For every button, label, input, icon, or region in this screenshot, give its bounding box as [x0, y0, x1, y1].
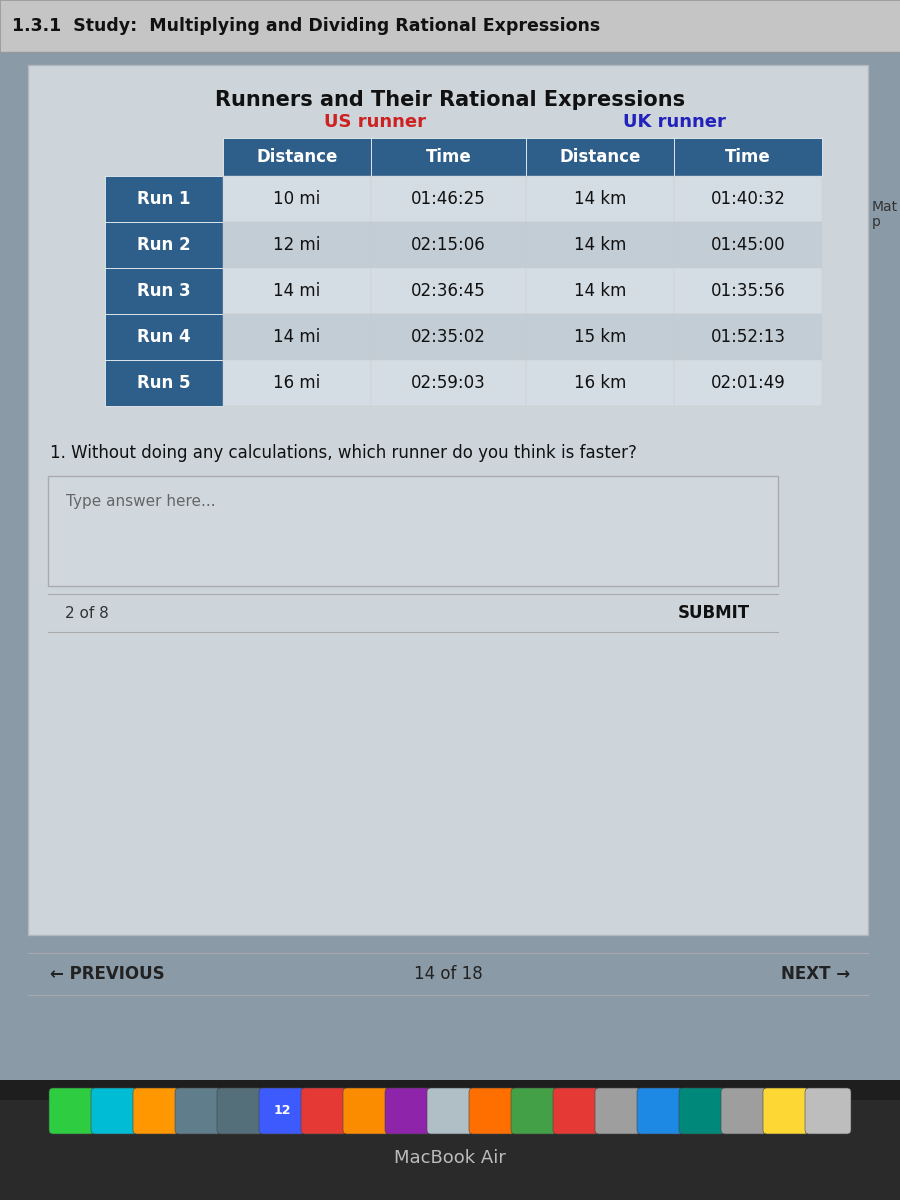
Text: Run 1: Run 1 — [137, 190, 191, 208]
FancyBboxPatch shape — [48, 476, 778, 586]
FancyBboxPatch shape — [133, 1088, 179, 1134]
FancyBboxPatch shape — [637, 1088, 683, 1134]
FancyBboxPatch shape — [526, 360, 674, 406]
FancyBboxPatch shape — [0, 0, 900, 52]
Text: 02:15:06: 02:15:06 — [411, 236, 486, 254]
Text: 10 mi: 10 mi — [274, 190, 320, 208]
FancyBboxPatch shape — [0, 1080, 900, 1200]
Text: 12 mi: 12 mi — [274, 236, 320, 254]
Text: Run 2: Run 2 — [137, 236, 191, 254]
FancyBboxPatch shape — [223, 222, 371, 268]
FancyBboxPatch shape — [223, 360, 371, 406]
Text: Run 5: Run 5 — [137, 374, 191, 392]
FancyBboxPatch shape — [526, 176, 674, 222]
Text: 14 mi: 14 mi — [274, 328, 320, 346]
FancyBboxPatch shape — [91, 1088, 137, 1134]
FancyBboxPatch shape — [679, 1088, 725, 1134]
Text: 01:46:25: 01:46:25 — [411, 190, 486, 208]
FancyBboxPatch shape — [371, 314, 526, 360]
FancyBboxPatch shape — [526, 314, 674, 360]
FancyBboxPatch shape — [301, 1088, 347, 1134]
FancyBboxPatch shape — [0, 1100, 900, 1200]
FancyBboxPatch shape — [28, 65, 868, 935]
Text: 15 km: 15 km — [574, 328, 626, 346]
Text: Distance: Distance — [559, 148, 641, 166]
FancyBboxPatch shape — [223, 176, 371, 222]
FancyBboxPatch shape — [217, 1088, 263, 1134]
FancyBboxPatch shape — [371, 360, 526, 406]
FancyBboxPatch shape — [469, 1088, 515, 1134]
FancyBboxPatch shape — [526, 222, 674, 268]
Text: Runners and Their Rational Expressions: Runners and Their Rational Expressions — [215, 90, 685, 110]
FancyBboxPatch shape — [385, 1088, 431, 1134]
Text: 02:36:45: 02:36:45 — [411, 282, 486, 300]
FancyBboxPatch shape — [721, 1088, 767, 1134]
Text: 14 of 18: 14 of 18 — [414, 965, 482, 983]
Text: Mat: Mat — [872, 200, 898, 214]
Text: Time: Time — [725, 148, 771, 166]
FancyBboxPatch shape — [674, 314, 822, 360]
FancyBboxPatch shape — [371, 268, 526, 314]
Text: Distance: Distance — [256, 148, 338, 166]
Text: 02:01:49: 02:01:49 — [711, 374, 786, 392]
Text: 16 km: 16 km — [574, 374, 626, 392]
Text: 02:59:03: 02:59:03 — [411, 374, 486, 392]
FancyBboxPatch shape — [427, 1088, 473, 1134]
Text: 01:52:13: 01:52:13 — [710, 328, 786, 346]
FancyBboxPatch shape — [511, 1088, 557, 1134]
FancyBboxPatch shape — [105, 176, 223, 222]
FancyBboxPatch shape — [343, 1088, 389, 1134]
Text: ← PREVIOUS: ← PREVIOUS — [50, 965, 165, 983]
Text: NEXT →: NEXT → — [781, 965, 850, 983]
Text: 14 km: 14 km — [574, 282, 626, 300]
Text: p: p — [872, 215, 881, 229]
FancyBboxPatch shape — [805, 1088, 851, 1134]
Text: UK runner: UK runner — [623, 113, 725, 131]
FancyBboxPatch shape — [595, 1088, 641, 1134]
Text: Run 3: Run 3 — [137, 282, 191, 300]
FancyBboxPatch shape — [223, 268, 371, 314]
FancyBboxPatch shape — [763, 1088, 809, 1134]
FancyBboxPatch shape — [371, 138, 526, 176]
FancyBboxPatch shape — [223, 138, 371, 176]
FancyBboxPatch shape — [105, 314, 223, 360]
Text: 01:35:56: 01:35:56 — [711, 282, 786, 300]
Text: MacBook Air: MacBook Air — [394, 1150, 506, 1166]
Text: 01:45:00: 01:45:00 — [711, 236, 786, 254]
Text: 16 mi: 16 mi — [274, 374, 320, 392]
FancyBboxPatch shape — [371, 222, 526, 268]
Text: Run 4: Run 4 — [137, 328, 191, 346]
Text: 14 km: 14 km — [574, 190, 626, 208]
FancyBboxPatch shape — [674, 176, 822, 222]
FancyBboxPatch shape — [526, 138, 674, 176]
Text: Type answer here...: Type answer here... — [66, 494, 216, 509]
FancyBboxPatch shape — [175, 1088, 221, 1134]
FancyBboxPatch shape — [49, 1088, 95, 1134]
Text: SUBMIT: SUBMIT — [678, 604, 750, 622]
Text: Time: Time — [426, 148, 472, 166]
Text: 14 km: 14 km — [574, 236, 626, 254]
FancyBboxPatch shape — [105, 268, 223, 314]
FancyBboxPatch shape — [674, 360, 822, 406]
FancyBboxPatch shape — [371, 176, 526, 222]
FancyBboxPatch shape — [674, 268, 822, 314]
FancyBboxPatch shape — [674, 222, 822, 268]
FancyBboxPatch shape — [553, 1088, 599, 1134]
Text: 14 mi: 14 mi — [274, 282, 320, 300]
Text: 1.3.1  Study:  Multiplying and Dividing Rational Expressions: 1.3.1 Study: Multiplying and Dividing Ra… — [12, 17, 600, 35]
Text: 02:35:02: 02:35:02 — [411, 328, 486, 346]
FancyBboxPatch shape — [674, 138, 822, 176]
FancyBboxPatch shape — [105, 360, 223, 406]
FancyBboxPatch shape — [259, 1088, 305, 1134]
Text: 2 of 8: 2 of 8 — [65, 606, 109, 620]
Text: US runner: US runner — [323, 113, 426, 131]
FancyBboxPatch shape — [105, 222, 223, 268]
FancyBboxPatch shape — [223, 314, 371, 360]
Text: 12: 12 — [274, 1104, 291, 1117]
Text: 1. Without doing any calculations, which runner do you think is faster?: 1. Without doing any calculations, which… — [50, 444, 637, 462]
Text: 01:40:32: 01:40:32 — [711, 190, 786, 208]
FancyBboxPatch shape — [526, 268, 674, 314]
